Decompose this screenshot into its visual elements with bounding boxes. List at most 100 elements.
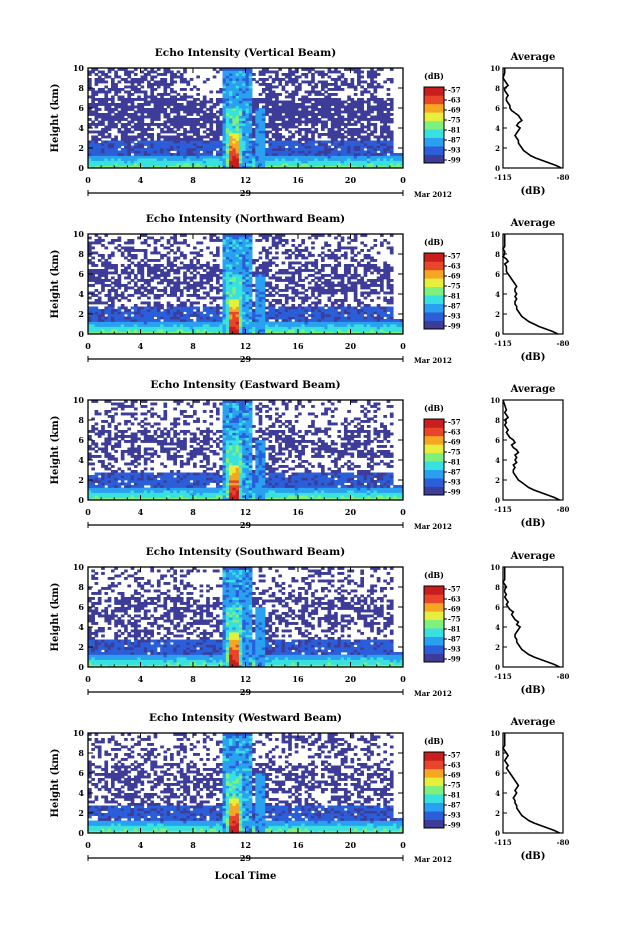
heatmap-cell — [268, 163, 272, 166]
heatmap-cell — [229, 121, 233, 124]
heatmap-cell — [98, 161, 102, 164]
heatmap-cell — [301, 279, 305, 282]
heatmap-cell — [127, 282, 131, 285]
heatmap-cell — [328, 292, 332, 295]
heatmap-cell — [177, 116, 181, 119]
heatmap-cell — [111, 242, 115, 245]
heatmap-cell — [95, 289, 99, 292]
heatmap-cell — [314, 153, 318, 156]
heatmap-cell — [278, 163, 282, 166]
heatmap-cell — [157, 324, 161, 327]
heatmap-cell — [328, 163, 332, 166]
heatmap-cell — [180, 103, 184, 106]
average-y-tick-label: 4 — [495, 124, 500, 133]
heatmap-cell — [232, 267, 236, 270]
heatmap-cell — [101, 128, 105, 131]
heatmap-cell — [196, 163, 200, 166]
echo-intensity-figure: Echo Intensity (Vertical Beam)0246810Hei… — [0, 0, 618, 929]
heatmap-cell — [131, 151, 135, 154]
heatmap-cell — [347, 161, 351, 164]
heatmap-cell — [101, 121, 105, 124]
heatmap-cell — [236, 136, 240, 139]
heatmap-cell — [291, 71, 295, 74]
heatmap-cell — [341, 136, 345, 139]
heatmap-cell — [157, 239, 161, 242]
heatmap-cell — [236, 113, 240, 116]
heatmap-cell — [137, 148, 141, 151]
heatmap-cell — [370, 143, 374, 146]
heatmap-cell — [150, 136, 154, 139]
heatmap-cell — [203, 282, 207, 285]
heatmap-cell — [265, 307, 269, 310]
heatmap-cell — [229, 272, 233, 275]
heatmap-cell — [147, 324, 151, 327]
heatmap-cell — [180, 161, 184, 164]
heatmap-cell — [232, 264, 236, 267]
heatmap-cell — [223, 126, 227, 129]
heatmap-cell — [268, 146, 272, 149]
heatmap-cell — [170, 294, 174, 297]
heatmap-cell — [226, 93, 230, 96]
heatmap-cell — [157, 111, 161, 114]
heatmap-cell — [334, 111, 338, 114]
heatmap-cell — [305, 101, 309, 104]
heatmap-cell — [98, 317, 102, 320]
heatmap-cell — [186, 148, 190, 151]
heatmap-cell — [104, 103, 108, 106]
heatmap-cell — [137, 83, 141, 86]
heatmap-cell — [124, 319, 128, 322]
heatmap-cell — [255, 274, 259, 277]
heatmap-cell — [177, 312, 181, 315]
heatmap-cell — [232, 324, 236, 327]
heatmap-cell — [275, 103, 279, 106]
heatmap-cell — [360, 146, 364, 149]
heatmap-cell — [239, 113, 243, 116]
heatmap-cell — [150, 307, 154, 310]
heatmap-cell — [150, 163, 154, 166]
heatmap-cell — [321, 269, 325, 272]
heatmap-cell — [173, 111, 177, 114]
heatmap-cell — [226, 71, 230, 74]
heatmap-cell — [127, 131, 131, 134]
heatmap-cell — [314, 307, 318, 310]
heatmap-cell — [209, 151, 213, 154]
heatmap-cell — [239, 257, 243, 260]
heatmap-cell — [111, 118, 115, 121]
heatmap-cell — [337, 282, 341, 285]
heatmap-cell — [314, 277, 318, 280]
heatmap-cell — [173, 136, 177, 139]
heatmap-cell — [196, 302, 200, 305]
heatmap-cell — [341, 284, 345, 287]
heatmap-cell — [291, 329, 295, 332]
heatmap-cell — [190, 108, 194, 111]
colorbar-tick-label: -69 — [448, 106, 461, 115]
heatmap-cell — [268, 121, 272, 124]
heatmap-cell — [262, 307, 266, 310]
heatmap-cell — [295, 81, 299, 84]
heatmap-cell — [259, 148, 263, 151]
heatmap-cell — [131, 83, 135, 86]
heatmap-cell — [190, 101, 194, 104]
heatmap-cell — [173, 289, 177, 292]
heatmap-cell — [131, 78, 135, 81]
heatmap-cell — [104, 307, 108, 310]
heatmap-cell — [242, 304, 246, 307]
heatmap-cell — [239, 282, 243, 285]
heatmap-cell — [373, 81, 377, 84]
heatmap-cell — [255, 138, 259, 141]
panel-title: Echo Intensity (Vertical Beam) — [155, 47, 336, 59]
heatmap-cell — [213, 299, 217, 302]
heatmap-cell — [193, 314, 197, 317]
heatmap-cell — [163, 329, 167, 332]
heatmap-cell — [127, 86, 131, 89]
heatmap-cell — [341, 237, 345, 240]
heatmap-cell — [150, 272, 154, 275]
heatmap-cell — [104, 86, 108, 89]
heatmap-cell — [186, 322, 190, 325]
heatmap-cell — [131, 136, 135, 139]
heatmap-cell — [193, 138, 197, 141]
heatmap-cell — [183, 254, 187, 257]
heatmap-cell — [134, 156, 138, 159]
heatmap-cell — [147, 158, 151, 161]
heatmap-cell — [108, 327, 112, 330]
